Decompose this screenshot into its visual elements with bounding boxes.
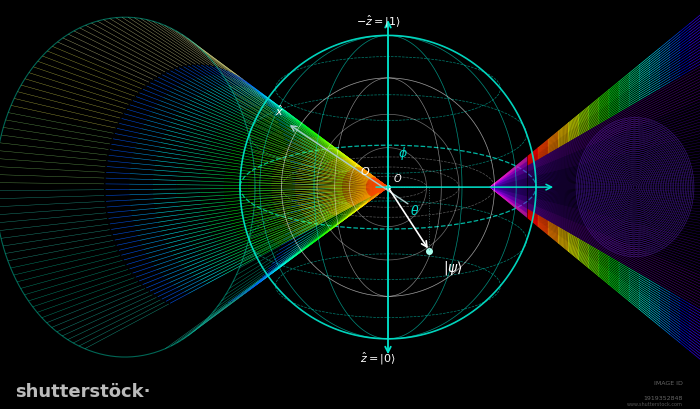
Text: $-\hat{z} = |1\rangle$: $-\hat{z} = |1\rangle$ bbox=[356, 13, 400, 29]
Text: $O$: $O$ bbox=[393, 172, 402, 184]
Text: $\hat{x}$: $\hat{x}$ bbox=[275, 104, 284, 118]
Text: shutterstöck·: shutterstöck· bbox=[15, 382, 151, 401]
Text: www.shutterstock.com: www.shutterstock.com bbox=[626, 402, 682, 407]
Text: $O$: $O$ bbox=[360, 165, 370, 177]
Text: $\theta$: $\theta$ bbox=[410, 204, 419, 218]
Text: 1919352848: 1919352848 bbox=[643, 396, 682, 401]
Text: $\hat{z} = |0\rangle$: $\hat{z} = |0\rangle$ bbox=[360, 351, 395, 367]
Text: $\phi$: $\phi$ bbox=[398, 145, 408, 162]
Text: $|\psi\rangle$: $|\psi\rangle$ bbox=[443, 259, 463, 277]
Text: IMAGE ID: IMAGE ID bbox=[654, 382, 682, 387]
